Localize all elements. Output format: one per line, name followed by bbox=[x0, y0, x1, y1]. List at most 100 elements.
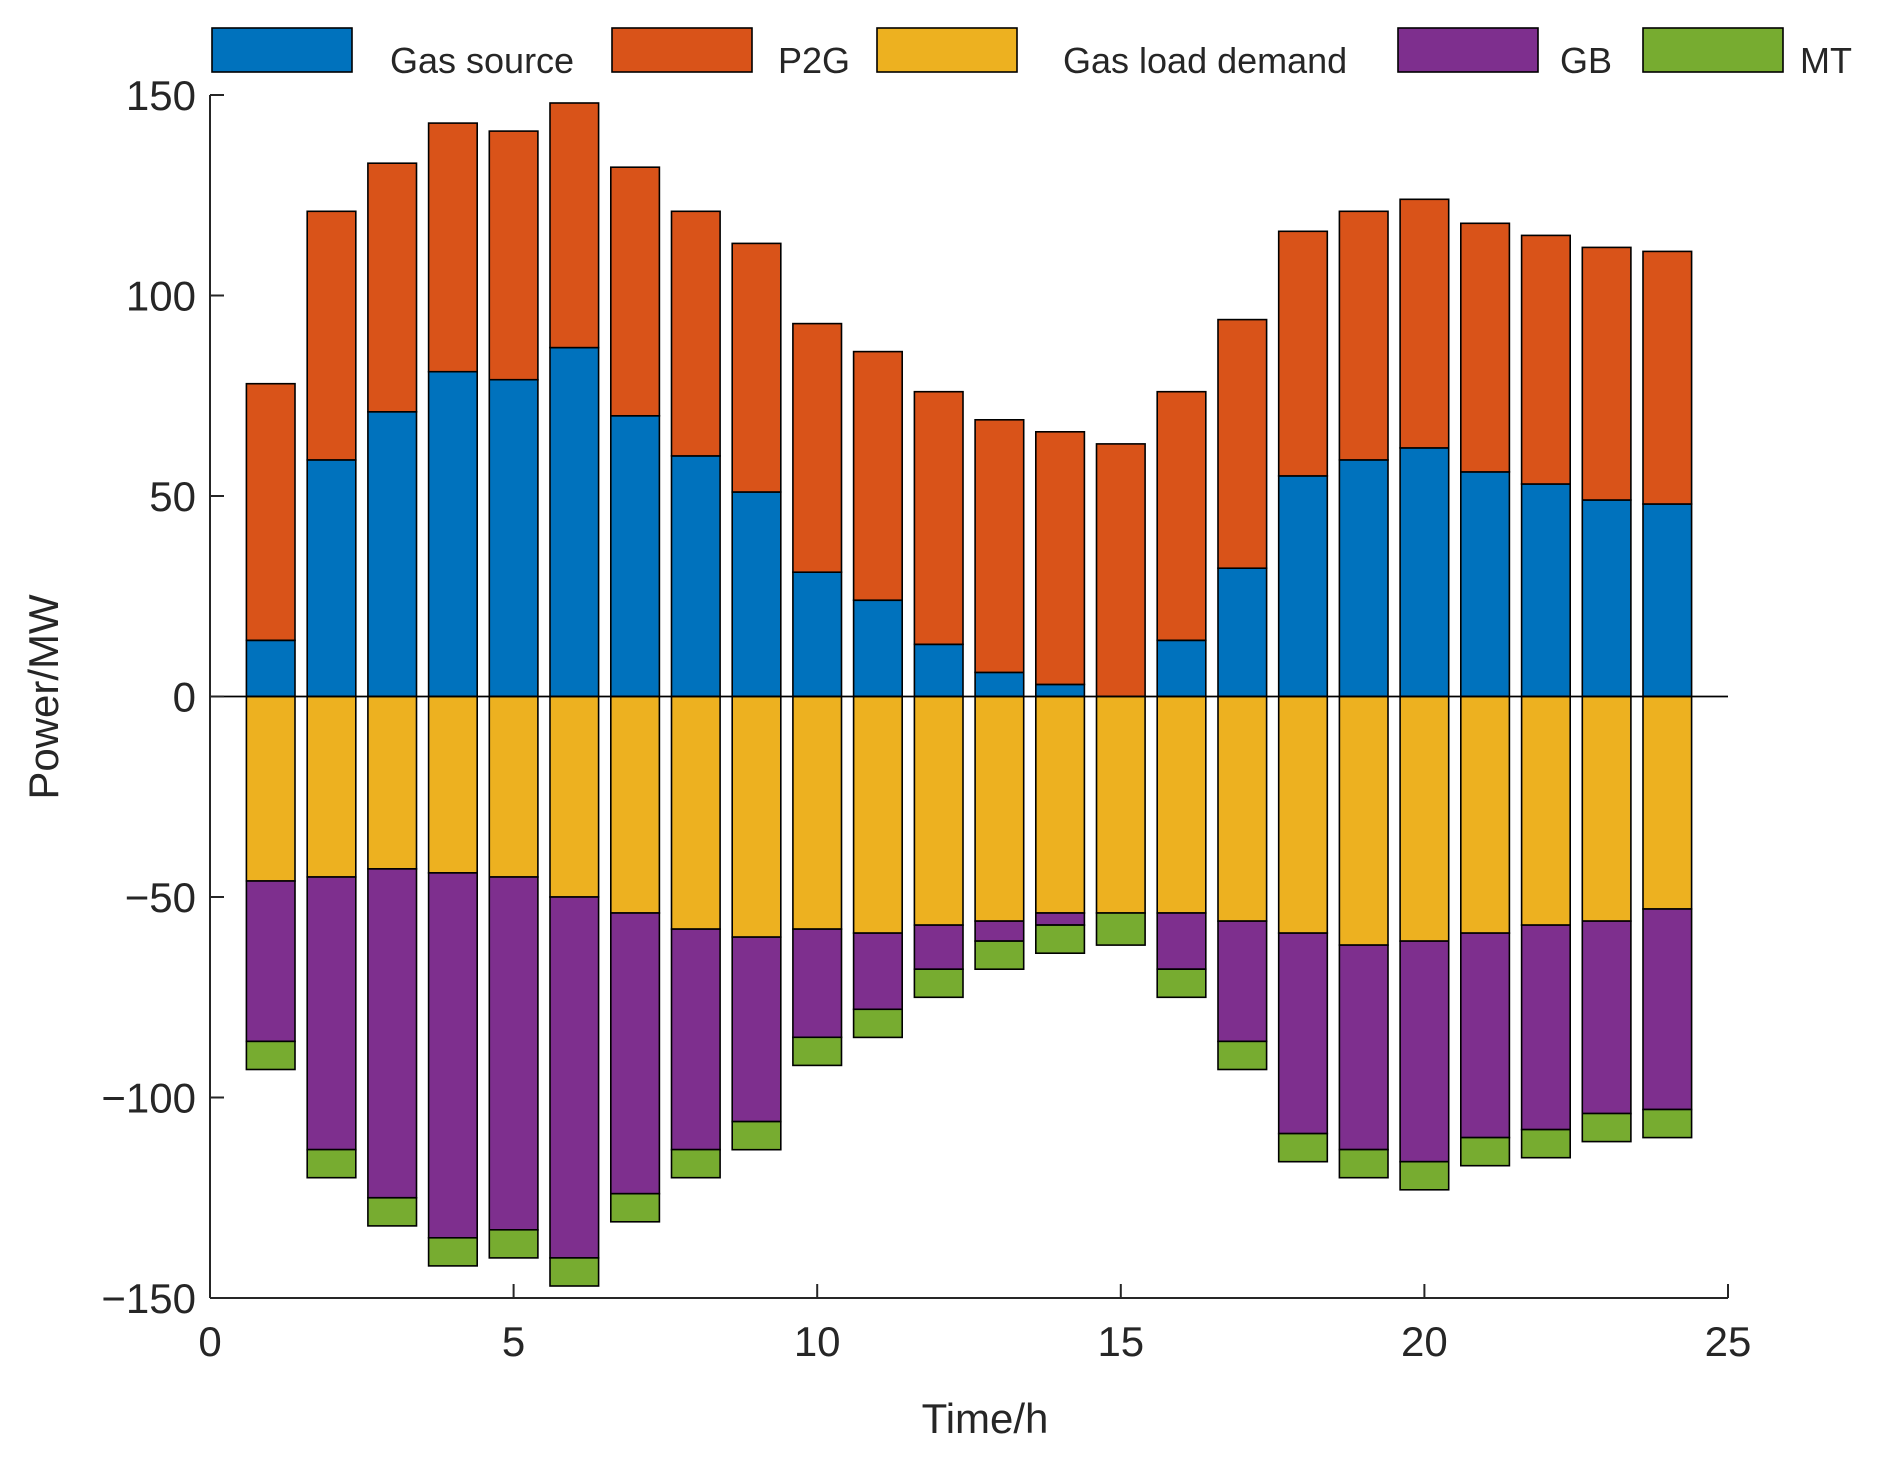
bar-gas-source-8 bbox=[670, 455, 721, 698]
bar-mt-9 bbox=[731, 1120, 782, 1151]
bar-mt-13 bbox=[974, 940, 1025, 970]
bar-mt-18 bbox=[1277, 1132, 1329, 1163]
bar-gas-load-demand-20 bbox=[1399, 695, 1450, 942]
bar-gas-load-demand-4 bbox=[427, 695, 479, 874]
bar-gas-source-19 bbox=[1338, 459, 1389, 698]
bar-gb-16 bbox=[1156, 912, 1207, 970]
bar-gas-source-24 bbox=[1642, 503, 1693, 698]
x-axis-title: Time/h bbox=[922, 1395, 1049, 1442]
bar-mt-4 bbox=[427, 1237, 479, 1267]
bar-p2g-6 bbox=[549, 102, 600, 349]
bar-gas-load-demand-21 bbox=[1460, 695, 1511, 934]
bar-gas-load-demand-1 bbox=[245, 695, 296, 882]
bar-gb-2 bbox=[306, 876, 357, 1151]
bar-gas-load-demand-22 bbox=[1520, 695, 1571, 926]
bar-gas-source-21 bbox=[1460, 471, 1511, 698]
bar-gas-load-demand-19 bbox=[1338, 695, 1389, 946]
bar-gas-load-demand-24 bbox=[1642, 695, 1693, 910]
bar-gb-10 bbox=[792, 928, 843, 1039]
legend-swatch-gas-source bbox=[211, 27, 353, 73]
y-tick-label: −100 bbox=[101, 1075, 196, 1122]
x-tick-label: 20 bbox=[1401, 1318, 1448, 1365]
bar-p2g-18 bbox=[1277, 230, 1329, 477]
bar-mt-5 bbox=[488, 1229, 539, 1259]
bar-gas-source-11 bbox=[852, 599, 903, 698]
bar-gas-source-23 bbox=[1581, 499, 1632, 698]
bar-p2g-14 bbox=[1035, 430, 1086, 686]
bar-mt-22 bbox=[1520, 1128, 1571, 1159]
y-tick-label: −150 bbox=[101, 1275, 196, 1322]
bar-gas-load-demand-12 bbox=[913, 695, 964, 926]
bar-mt-17 bbox=[1217, 1040, 1268, 1071]
bar-gas-load-demand-11 bbox=[852, 695, 903, 934]
bar-gas-source-4 bbox=[427, 370, 479, 698]
bar-gas-load-demand-15 bbox=[1095, 695, 1146, 914]
bar-gb-11 bbox=[852, 932, 903, 1011]
bar-gb-19 bbox=[1338, 944, 1389, 1151]
bar-mt-20 bbox=[1399, 1160, 1450, 1191]
bars-layer bbox=[245, 102, 1693, 1287]
bar-gb-22 bbox=[1520, 924, 1571, 1131]
bar-gas-load-demand-23 bbox=[1581, 695, 1632, 922]
bar-gb-8 bbox=[670, 928, 721, 1151]
y-tick-label: 0 bbox=[173, 674, 196, 721]
legend-swatch-gas-load-demand bbox=[876, 27, 1018, 73]
bar-gas-load-demand-18 bbox=[1277, 695, 1329, 934]
bar-gb-7 bbox=[609, 912, 661, 1195]
bar-gas-load-demand-8 bbox=[670, 695, 721, 930]
bar-p2g-19 bbox=[1338, 210, 1389, 461]
y-tick-label: 50 bbox=[149, 473, 196, 520]
bar-p2g-12 bbox=[913, 390, 964, 646]
bar-gb-12 bbox=[913, 924, 964, 970]
bar-mt-3 bbox=[367, 1197, 418, 1227]
bar-gas-source-16 bbox=[1156, 639, 1207, 698]
bar-gas-source-17 bbox=[1217, 567, 1268, 698]
bar-gas-source-10 bbox=[792, 571, 843, 698]
bar-gb-17 bbox=[1217, 920, 1268, 1043]
bar-gas-source-9 bbox=[731, 491, 782, 698]
bar-gas-source-1 bbox=[245, 639, 296, 698]
bar-gas-source-5 bbox=[488, 378, 539, 698]
bar-p2g-3 bbox=[367, 162, 418, 413]
bar-mt-8 bbox=[670, 1148, 721, 1179]
bar-p2g-15 bbox=[1095, 443, 1146, 698]
bar-gas-source-7 bbox=[609, 414, 661, 698]
bar-gas-load-demand-3 bbox=[367, 695, 418, 870]
bar-p2g-20 bbox=[1399, 198, 1450, 449]
legend-label-mt: MT bbox=[1800, 40, 1852, 81]
bar-p2g-21 bbox=[1460, 222, 1511, 473]
legend-label-gas-source: Gas source bbox=[390, 40, 574, 81]
bar-p2g-13 bbox=[974, 418, 1025, 674]
bar-p2g-2 bbox=[306, 210, 357, 461]
y-tick-label: 100 bbox=[126, 273, 196, 320]
bar-mt-2 bbox=[306, 1148, 357, 1179]
x-tick-label: 25 bbox=[1705, 1318, 1752, 1365]
bar-p2g-22 bbox=[1520, 234, 1571, 485]
legend: Gas source P2G Gas load demand GB MT bbox=[211, 27, 1852, 81]
bar-mt-24 bbox=[1642, 1108, 1693, 1139]
legend-label-gas-load-demand: Gas load demand bbox=[1063, 40, 1347, 81]
bar-gas-load-demand-2 bbox=[306, 695, 357, 878]
bar-gas-load-demand-10 bbox=[792, 695, 843, 930]
bar-p2g-4 bbox=[427, 122, 479, 373]
bar-gas-load-demand-14 bbox=[1035, 695, 1086, 914]
bar-gb-21 bbox=[1460, 932, 1511, 1139]
legend-swatch-p2g bbox=[611, 27, 753, 73]
bar-gb-14 bbox=[1035, 912, 1086, 926]
legend-label-gb: GB bbox=[1560, 40, 1612, 81]
bar-gb-6 bbox=[549, 896, 600, 1259]
bar-gas-source-22 bbox=[1520, 483, 1571, 698]
bar-gas-load-demand-6 bbox=[549, 695, 600, 898]
bar-gas-source-13 bbox=[974, 671, 1025, 698]
bar-mt-6 bbox=[549, 1257, 600, 1287]
bar-mt-21 bbox=[1460, 1136, 1511, 1167]
bar-gb-18 bbox=[1277, 932, 1329, 1135]
bar-p2g-23 bbox=[1581, 246, 1632, 501]
y-tick-label: −50 bbox=[125, 874, 196, 921]
bar-gas-load-demand-7 bbox=[609, 695, 661, 914]
x-tick-label: 0 bbox=[198, 1318, 221, 1365]
bar-gas-source-2 bbox=[306, 459, 357, 698]
bar-gb-5 bbox=[488, 876, 539, 1231]
x-tick-label: 10 bbox=[794, 1318, 841, 1365]
